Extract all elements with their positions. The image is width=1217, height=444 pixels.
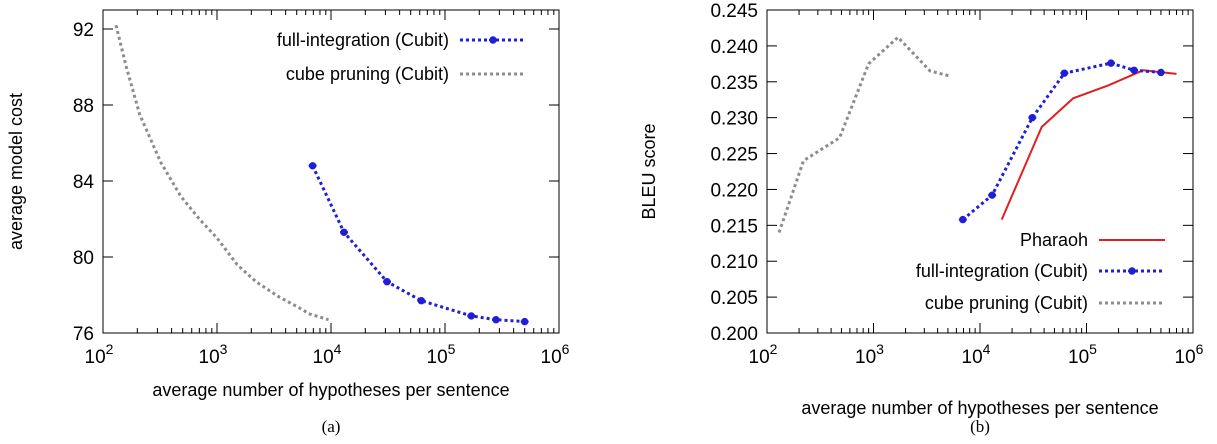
- series-full-integration-cubit: [958, 59, 1165, 224]
- y-tick-label: 0.225: [710, 145, 758, 166]
- x-axis-label: average number of hypotheses per sentenc…: [801, 398, 1158, 418]
- plot-panel-b: 102 103 104 105 106 0.200 0.205 0.210 0.215 0.220…: [639, 1, 1204, 436]
- x-tick-label: 106: [1175, 341, 1204, 368]
- legend: Pharaoh full-integration (Cubit) cube prun…: [916, 230, 1165, 313]
- series-line: [114, 24, 329, 322]
- y-tick-label: 0.240: [710, 37, 758, 58]
- series-line: [1000, 69, 1177, 220]
- series-pharaoh: [1000, 69, 1177, 220]
- plot-panel-a: 102 103 104 105 106 76 80 84 88 92 average number …: [6, 9, 570, 436]
- y-axis-label: BLEU score: [639, 123, 659, 219]
- x-tick-label: 105: [427, 341, 456, 368]
- y-tick-label: 84: [73, 172, 95, 193]
- y-tick-label: 0.245: [710, 1, 758, 22]
- y-tick-label: 0.205: [710, 288, 758, 309]
- y-tick-label: 0.220: [710, 180, 758, 201]
- y-tick-label: 88: [73, 96, 94, 117]
- plot-frame: [766, 9, 1194, 334]
- x-tick-label: 103: [199, 341, 228, 368]
- x-tick-label: 106: [541, 341, 570, 368]
- panel-caption: (b): [970, 417, 990, 436]
- legend: full-integration (Cubit) cube pruning (Cu…: [277, 30, 526, 84]
- y-tick-label: 80: [73, 248, 94, 269]
- x-tick-label: 104: [313, 341, 342, 368]
- legend-label: full-integration (Cubit): [916, 261, 1088, 281]
- y-tick-label: 0.215: [710, 216, 758, 237]
- y-tick-label: 0.210: [710, 252, 758, 273]
- x-tick-label: 102: [85, 341, 114, 368]
- series-cube-pruning-cubit: [114, 24, 329, 322]
- y-tick-label: 0.200: [710, 324, 758, 345]
- x-tick-label: 103: [855, 341, 884, 368]
- series-cube-pruning-cubit: [777, 35, 951, 233]
- legend-label: cube pruning (Cubit): [286, 64, 449, 84]
- legend-label: cube pruning (Cubit): [925, 293, 1088, 313]
- series-full-integration-cubit: [308, 162, 529, 326]
- x-tick-label: 105: [1068, 341, 1097, 368]
- plot-frame: [102, 9, 560, 334]
- y-tick-label: 0.230: [710, 109, 758, 130]
- x-tick-label: 102: [749, 341, 778, 368]
- series-line: [777, 35, 951, 233]
- y-tick-label: 76: [73, 324, 94, 345]
- x-axis-label: average number of hypotheses per sentenc…: [152, 380, 509, 400]
- panel-caption: (a): [322, 417, 341, 436]
- legend-label: full-integration (Cubit): [277, 30, 449, 50]
- legend-label: Pharaoh: [1020, 230, 1088, 250]
- y-axis-label: average model cost: [6, 93, 26, 250]
- y-tick-label: 92: [73, 20, 94, 41]
- x-tick-label: 104: [962, 341, 991, 368]
- y-tick-label: 0.235: [710, 73, 758, 94]
